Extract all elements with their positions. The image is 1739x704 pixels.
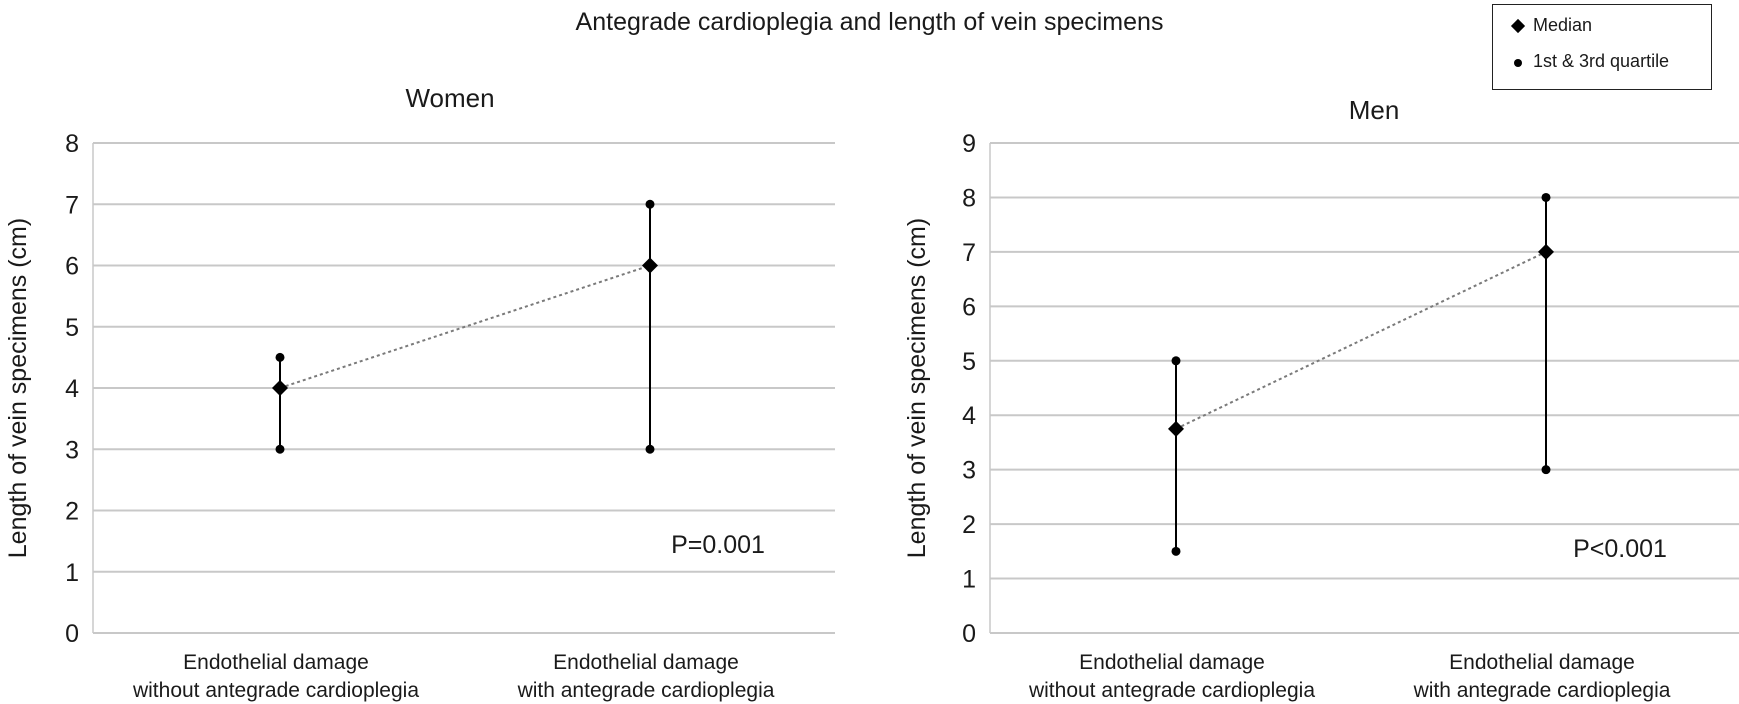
q3-point (275, 352, 285, 362)
y-tick-label: 5 (962, 348, 976, 376)
legend-item-median: Median (1507, 15, 1592, 36)
panel-title: Women (405, 83, 494, 113)
q1-point (645, 444, 655, 454)
x-tick-label: Endothelial damage (1449, 651, 1635, 674)
p-value-annotation: P=0.001 (671, 531, 765, 559)
legend-label-quartile: 1st & 3rd quartile (1533, 51, 1670, 71)
x-tick-label: without antegrade cardioplegia (132, 679, 419, 702)
y-tick-label: 8 (65, 130, 79, 158)
p-value-annotation: P<0.001 (1573, 535, 1667, 563)
y-tick-label: 4 (65, 375, 79, 403)
y-tick-label: 2 (962, 511, 976, 539)
median-connector (279, 264, 651, 389)
y-axis-label: Length of vein specimens (cm) (4, 218, 32, 558)
q1-point (1171, 546, 1181, 556)
x-tick-label: Endothelial damage (553, 651, 739, 674)
q3-point (1541, 192, 1551, 202)
median-connector (1175, 250, 1547, 430)
q3-point (1171, 356, 1181, 366)
y-tick-label: 7 (65, 191, 79, 219)
y-tick-label: 1 (962, 566, 976, 594)
y-tick-label: 4 (962, 402, 976, 430)
y-axis-label: Length of vein specimens (cm) (903, 218, 931, 558)
panel-title: Men (1349, 95, 1400, 125)
q1-point (275, 444, 285, 454)
q3-point (645, 199, 655, 209)
y-tick-label: 9 (962, 130, 976, 158)
x-tick-label: with antegrade cardioplegia (1413, 679, 1671, 702)
legend-item-quartile: 1st & 3rd quartile (1507, 51, 1669, 72)
median-point (1168, 420, 1184, 437)
legend: Median 1st & 3rd quartile (1492, 4, 1712, 90)
x-tick-label: Endothelial damage (1079, 651, 1265, 674)
x-tick-label: Endothelial damage (183, 651, 369, 674)
median-point (272, 380, 288, 396)
y-tick-label: 0 (65, 620, 79, 648)
legend-label-median: Median (1533, 15, 1593, 35)
y-tick-label: 3 (962, 457, 976, 485)
x-tick-label: with antegrade cardioplegia (517, 679, 775, 702)
x-tick-label: without antegrade cardioplegia (1028, 679, 1315, 702)
median-point (1538, 243, 1554, 260)
median-point (642, 257, 658, 274)
chart-title: Antegrade cardioplegia and length of vei… (575, 8, 1164, 36)
y-tick-label: 1 (65, 559, 79, 587)
y-tick-label: 0 (962, 620, 976, 648)
y-tick-label: 2 (65, 498, 79, 526)
y-tick-label: 5 (65, 314, 79, 342)
dot-icon (1507, 51, 1529, 72)
y-tick-label: 7 (962, 239, 976, 267)
q1-point (1541, 465, 1551, 475)
y-tick-label: 6 (962, 293, 976, 321)
y-tick-label: 6 (65, 253, 79, 281)
y-tick-label: 3 (65, 436, 79, 464)
y-tick-label: 8 (962, 184, 976, 212)
